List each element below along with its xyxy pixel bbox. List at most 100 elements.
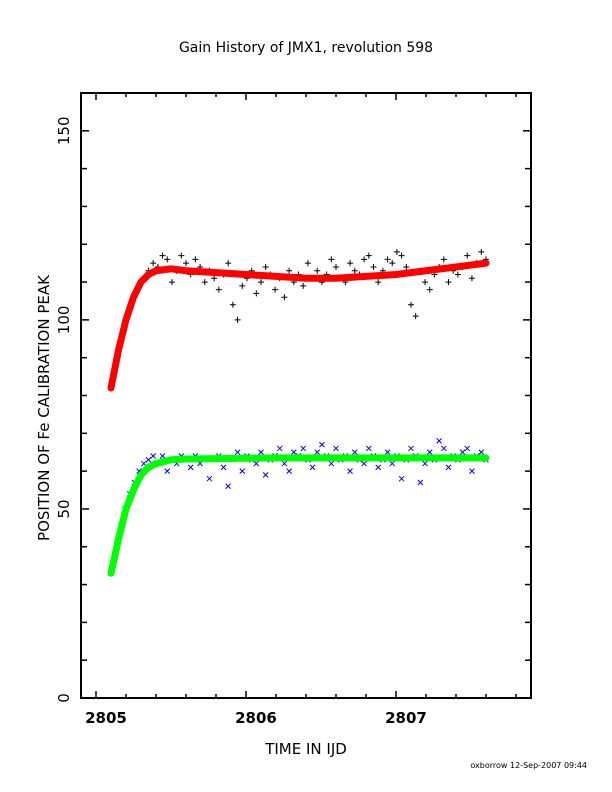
- peak-2-measurements-point: [333, 445, 339, 452]
- peak-1-measurements-point: [258, 279, 264, 286]
- y-tick-label: 150: [55, 116, 73, 145]
- peak-1-measurements-point: [328, 256, 335, 263]
- peak-2-fit-curve: [107, 454, 490, 577]
- peak-1-measurements-point: [150, 260, 157, 267]
- peak-1-measurements-point: [361, 256, 368, 263]
- peak-2-measurements-point: [319, 441, 325, 448]
- peak-1-measurements-point: [164, 256, 171, 263]
- peak-1-measurements-point: [253, 290, 260, 297]
- peak-1-measurements-point: [262, 263, 269, 270]
- peak-1-measurements-point: [178, 252, 185, 259]
- peak-1-measurements-point: [440, 256, 447, 263]
- peak-1-measurements-point: [426, 286, 433, 293]
- peak-2-measurements-point: [258, 449, 264, 456]
- peak-1-measurements-point: [365, 252, 372, 259]
- peak-2-measurements-point: [290, 449, 297, 456]
- peak-2-measurements-point: [145, 456, 152, 463]
- peak-1-measurements-point: [281, 294, 288, 301]
- y-tick-label: 0: [55, 693, 73, 703]
- peak-2-measurements-point: [426, 449, 433, 456]
- peak-1-measurements-point: [454, 271, 461, 278]
- peak-2-measurements-point: [328, 460, 335, 467]
- peak-2-measurements-point: [150, 453, 157, 459]
- peak-2-measurements-point: [440, 445, 447, 452]
- peak-1-measurements-point: [159, 252, 166, 259]
- peak-2-measurements-point: [384, 449, 391, 456]
- peak-2-measurements-point: [206, 475, 213, 482]
- peak-2-measurements-point: [262, 472, 269, 478]
- peak-2-measurements-point: [276, 445, 283, 452]
- peak-2-measurements-point: [445, 464, 452, 471]
- peak-2-measurements-point: [469, 468, 475, 474]
- peak-2-measurements-point: [375, 464, 382, 471]
- peak-1-measurements-point: [408, 301, 414, 308]
- peak-1-fit-curve: [107, 259, 490, 392]
- data-marks: [107, 248, 490, 577]
- peak-1-measurements-point: [384, 256, 391, 263]
- peak-2-measurements-point: [164, 468, 171, 474]
- peak-1-measurements-point: [393, 248, 400, 255]
- y-tick-label: 50: [55, 499, 73, 518]
- x-tick-label: 2807: [385, 709, 427, 727]
- x-axis-label: TIME IN IJD: [264, 740, 347, 758]
- peak-1-measurements-point: [192, 256, 199, 263]
- peak-2-measurements-point: [253, 460, 260, 467]
- peak-2-measurements-point: [459, 449, 466, 456]
- peak-1-measurements-point: [286, 267, 293, 274]
- peak-1-measurements-point: [239, 282, 246, 289]
- peak-1-measurements-point: [351, 267, 358, 274]
- peak-1-measurements-point: [389, 260, 396, 267]
- peak-2-measurements-point: [234, 449, 241, 456]
- x-tick-label: 2806: [235, 709, 277, 727]
- peak-1-measurements-point: [211, 275, 218, 282]
- peak-2-measurements-point: [436, 438, 442, 444]
- peak-1-measurements-point: [304, 260, 311, 267]
- peak-1-measurements-point: [168, 279, 175, 286]
- peak-1-measurements-point: [272, 286, 279, 293]
- peak-1-measurements-point: [412, 313, 419, 320]
- peak-1-measurements-point: [183, 260, 189, 267]
- peak-1-measurements-point: [225, 260, 232, 267]
- footer-stamp: oxborrow 12-Sep-2007 09:44: [470, 761, 587, 770]
- peak-2-measurements-point: [347, 468, 353, 474]
- y-tick-labels: 0 50 100 150: [55, 116, 73, 702]
- peak-2-measurements-point: [281, 460, 288, 467]
- peak-1-measurements-point: [478, 248, 485, 255]
- chart-title: Gain History of JMX1, revolution 598: [179, 40, 433, 56]
- peak-2-measurements-point: [239, 468, 246, 474]
- peak-2-measurements-point: [408, 445, 414, 452]
- plot-frame: [80, 92, 532, 699]
- peak-2-measurements-point: [300, 445, 307, 452]
- peak-1-measurements-point: [300, 282, 307, 289]
- peak-2-measurements-point: [225, 483, 232, 490]
- peak-2-measurements-point: [220, 464, 227, 471]
- peak-1-measurements-point: [201, 279, 208, 286]
- peak-1-measurements-point: [234, 316, 241, 323]
- peak-1-measurements-point: [333, 263, 339, 270]
- peak-2-measurements-point: [478, 449, 485, 456]
- x-tick-labels: 2805 2806 2807: [85, 709, 427, 727]
- x-tick-label: 2805: [85, 709, 127, 727]
- peak-1-measurements-point: [403, 263, 410, 270]
- peak-2-measurements-point: [417, 479, 424, 486]
- peak-1-measurements-point: [398, 252, 405, 259]
- peak-2-measurements-point: [365, 445, 372, 452]
- peak-1-measurements-point: [215, 286, 222, 293]
- peak-1-measurements-point: [347, 260, 354, 267]
- peak-2-measurements-point: [309, 464, 316, 471]
- y-axis-label: POSITION OF Fe CALIBRATION PEAK: [35, 274, 53, 541]
- peak-2-measurements-point: [361, 460, 367, 467]
- peak-2-measurements-point: [464, 445, 471, 452]
- axis-ticks: [81, 93, 531, 698]
- peak-1-measurements-point: [468, 275, 475, 282]
- peak-2-measurements-point: [159, 453, 166, 459]
- peak-2-measurements-point: [314, 449, 321, 456]
- peak-2-measurements-point: [351, 449, 358, 456]
- y-tick-label: 100: [55, 306, 73, 335]
- peak-1-measurements-point: [422, 279, 429, 286]
- peak-2-measurements-point: [389, 460, 396, 467]
- peak-1-measurements-point: [314, 267, 321, 274]
- peak-2-measurements-point: [398, 475, 405, 482]
- peak-1-measurements-point: [445, 279, 452, 286]
